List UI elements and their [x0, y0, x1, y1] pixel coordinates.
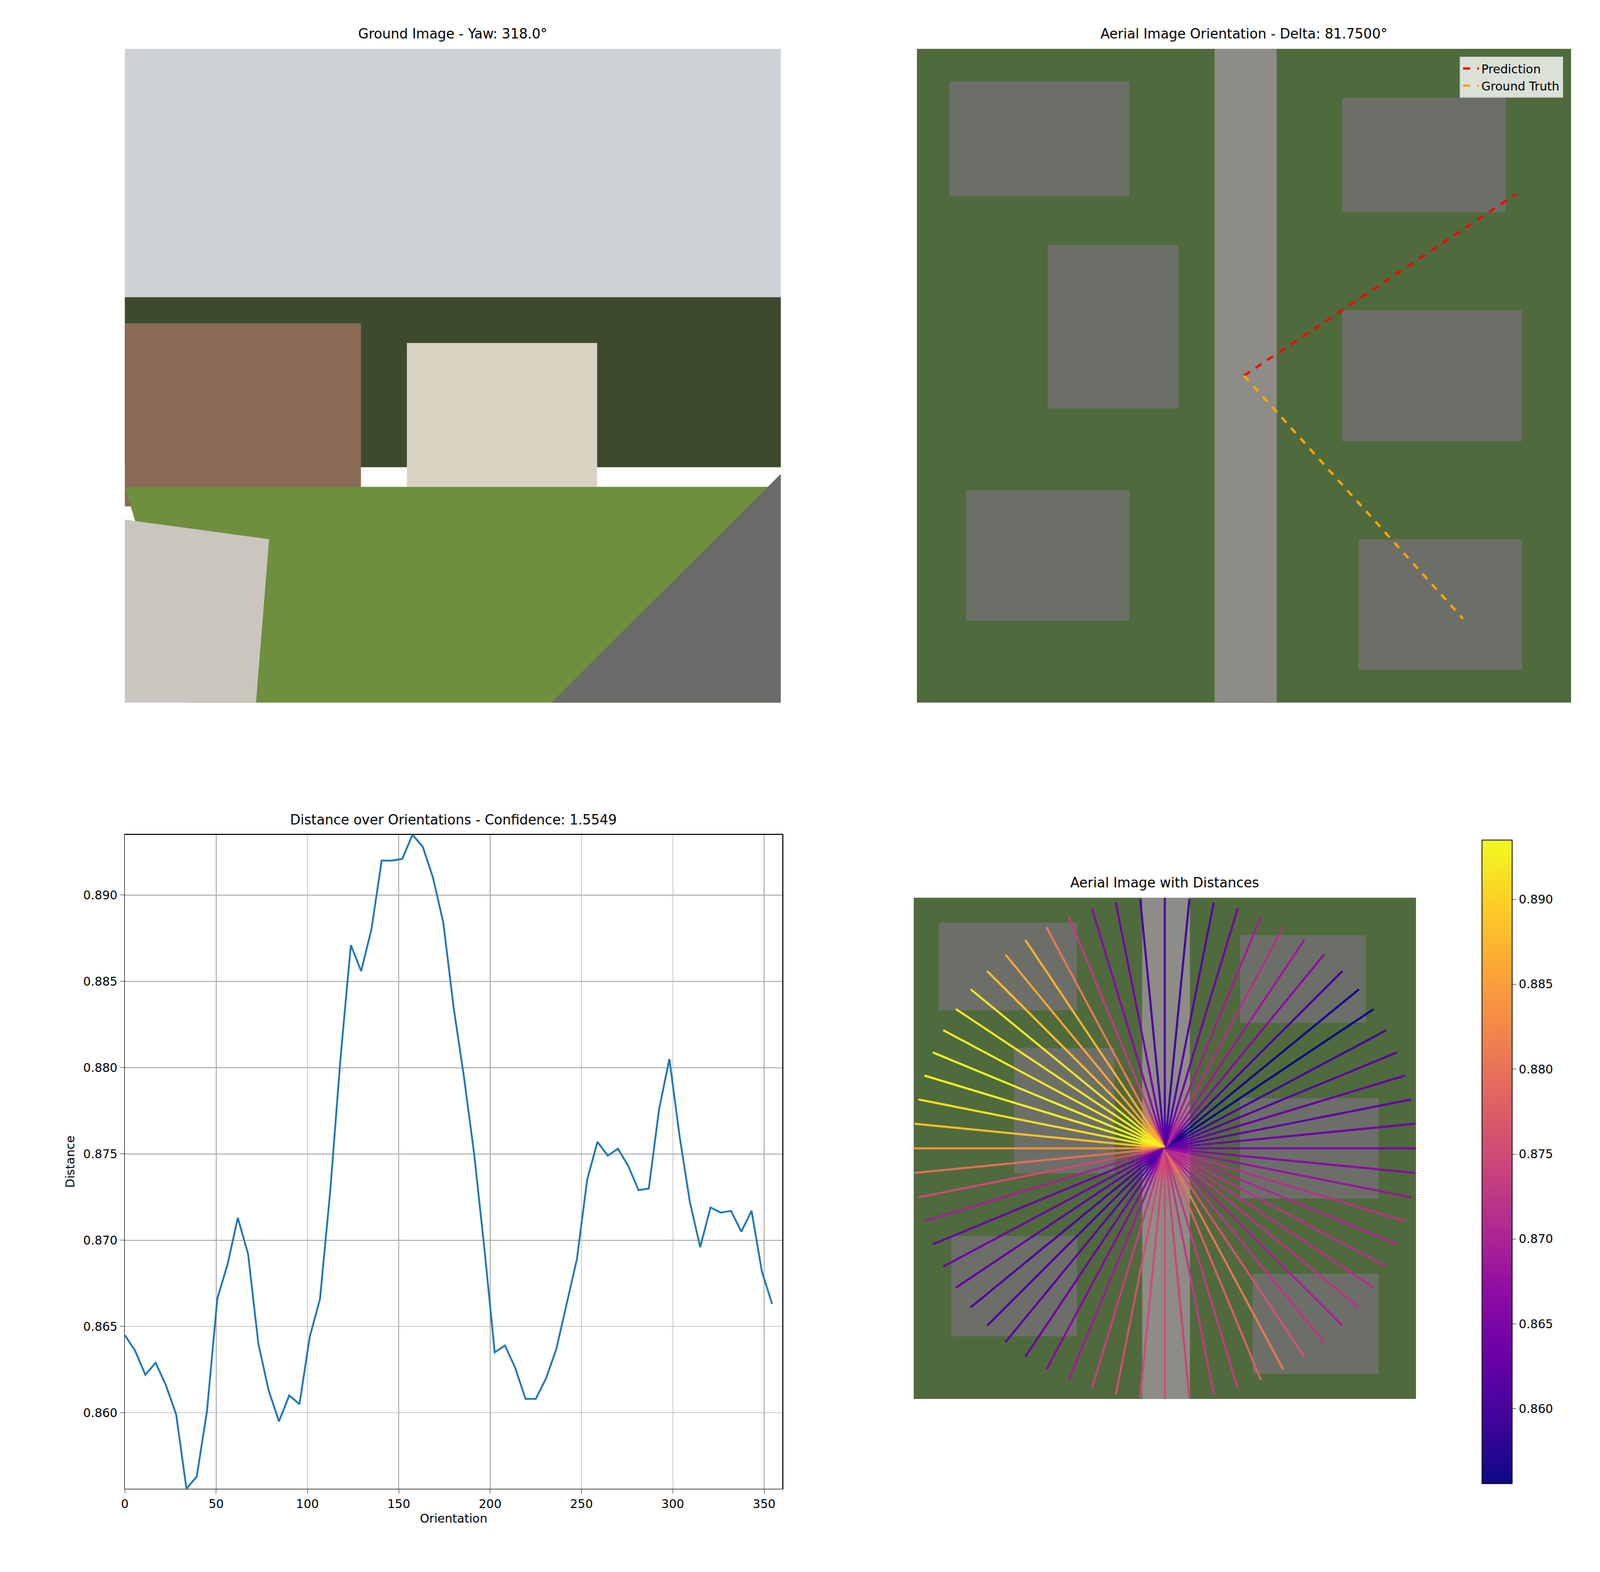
svg-text:0.875: 0.875 — [1518, 1147, 1554, 1161]
svg-text:Prediction: Prediction — [1481, 62, 1541, 76]
svg-text:0.870: 0.870 — [1518, 1231, 1554, 1246]
svg-text:0: 0 — [121, 1497, 129, 1511]
svg-text:0.860: 0.860 — [83, 1406, 118, 1420]
svg-text:350: 350 — [752, 1497, 776, 1511]
svg-text:Orientation: Orientation — [420, 1511, 488, 1526]
svg-text:300: 300 — [661, 1497, 685, 1511]
svg-text:150: 150 — [387, 1497, 411, 1511]
svg-text:Aerial Image with Distances: Aerial Image with Distances — [1070, 874, 1259, 891]
svg-text:0.875: 0.875 — [83, 1147, 118, 1161]
svg-text:100: 100 — [296, 1497, 320, 1511]
svg-text:Distance: Distance — [63, 1135, 77, 1188]
svg-text:Aerial Image Orientation - Del: Aerial Image Orientation - Delta: 81.750… — [1100, 25, 1388, 42]
svg-text:0.885: 0.885 — [83, 974, 118, 989]
svg-text:0.865: 0.865 — [83, 1319, 118, 1334]
svg-text:Ground Truth: Ground Truth — [1481, 79, 1560, 94]
svg-text:0.865: 0.865 — [1518, 1317, 1554, 1331]
svg-text:0.890: 0.890 — [1518, 892, 1554, 907]
svg-text:200: 200 — [478, 1497, 502, 1511]
svg-text:0.880: 0.880 — [1518, 1062, 1554, 1077]
svg-text:250: 250 — [570, 1497, 594, 1511]
svg-text:50: 50 — [208, 1497, 224, 1511]
svg-text:0.885: 0.885 — [1518, 977, 1554, 991]
svg-text:0.880: 0.880 — [83, 1060, 118, 1075]
svg-text:Ground Image - Yaw: 318.0°: Ground Image - Yaw: 318.0° — [358, 25, 548, 42]
svg-text:0.870: 0.870 — [83, 1233, 118, 1248]
svg-text:Distance over Orientations - C: Distance over Orientations - Confidence:… — [290, 811, 618, 828]
svg-text:0.890: 0.890 — [83, 888, 118, 902]
svg-text:0.860: 0.860 — [1518, 1401, 1554, 1416]
